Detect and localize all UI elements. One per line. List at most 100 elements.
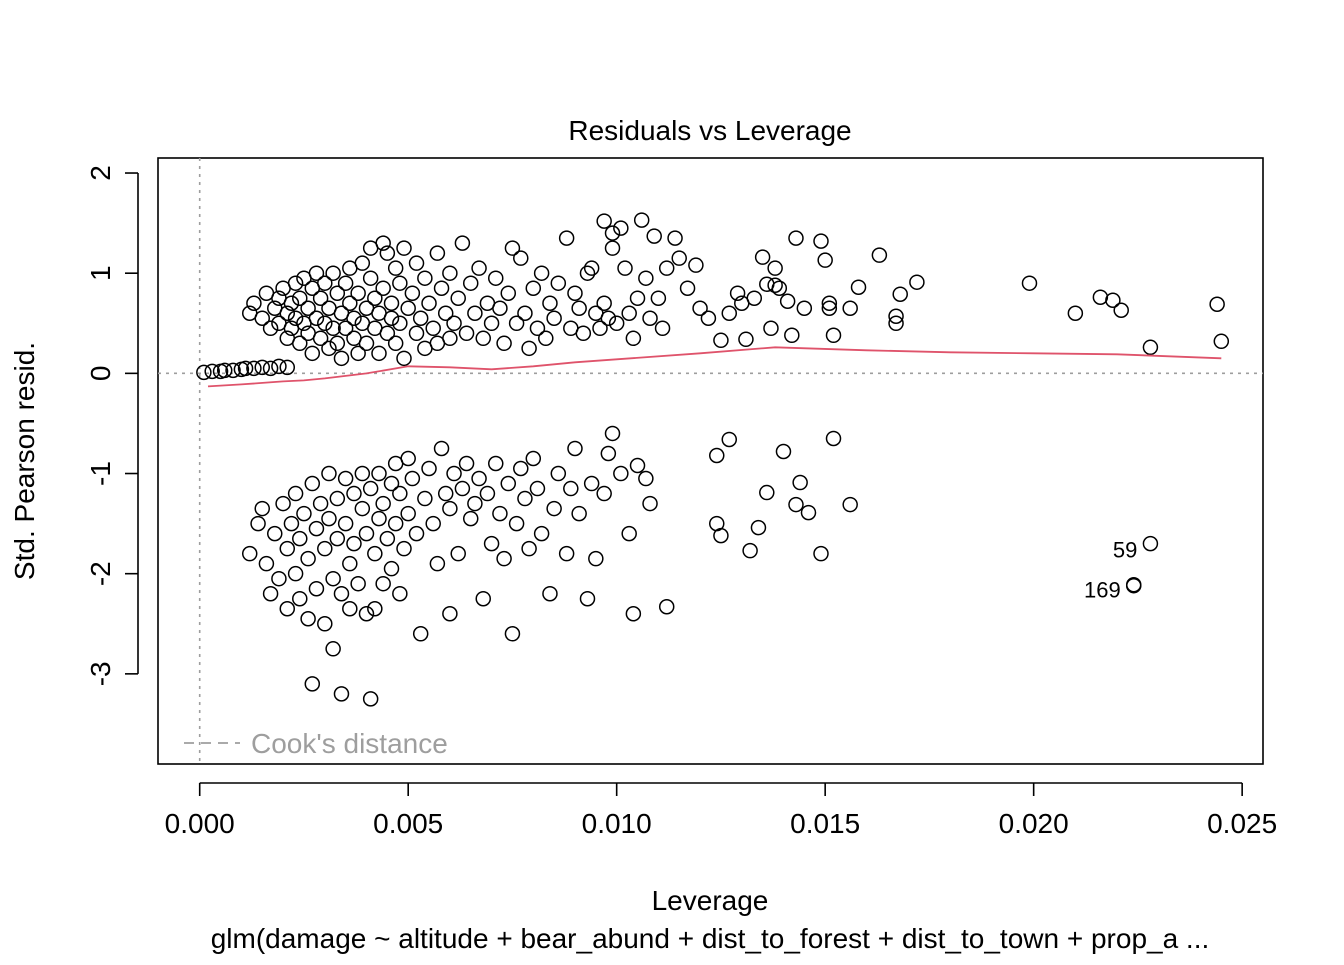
data-point xyxy=(763,320,779,337)
data-point xyxy=(817,252,833,268)
data-point xyxy=(871,247,888,263)
data-point xyxy=(304,475,321,492)
data-point xyxy=(775,443,792,460)
data-point xyxy=(287,565,304,582)
data-point xyxy=(454,480,471,497)
data-point xyxy=(241,545,258,562)
data-point xyxy=(225,362,241,379)
data-point xyxy=(813,233,829,249)
data-point xyxy=(292,335,308,352)
data-point xyxy=(346,310,362,327)
x-tick-label: 0.020 xyxy=(999,808,1069,839)
data-point xyxy=(604,225,621,241)
data-point xyxy=(392,315,408,332)
data-point xyxy=(383,475,400,492)
data-point xyxy=(279,600,296,617)
data-point xyxy=(746,290,763,306)
data-point xyxy=(813,545,829,562)
chart-title: Residuals vs Leverage xyxy=(568,115,851,146)
data-point xyxy=(254,359,270,376)
data-point xyxy=(458,325,475,342)
x-axis: 0.000 0.005 0.010 0.015 0.020 0.025 xyxy=(165,782,1277,839)
data-point xyxy=(379,245,396,261)
data-point xyxy=(909,274,925,290)
data-point xyxy=(308,310,325,327)
data-point xyxy=(329,285,346,301)
data-point xyxy=(337,275,354,291)
legend-label: Cook's distance xyxy=(251,728,448,759)
data-point xyxy=(358,335,375,352)
data-point xyxy=(596,295,612,311)
data-point xyxy=(304,676,321,692)
data-point xyxy=(596,213,612,229)
data-point xyxy=(237,360,254,377)
data-point xyxy=(271,570,287,587)
data-point xyxy=(529,320,546,337)
data-point xyxy=(292,290,308,306)
data-point xyxy=(392,585,408,602)
data-point xyxy=(279,359,296,376)
data-point xyxy=(279,540,296,557)
data-point xyxy=(575,325,592,342)
data-point xyxy=(421,460,437,477)
data-point xyxy=(788,496,804,513)
data-point xyxy=(542,585,558,602)
data-point xyxy=(583,260,600,276)
data-point xyxy=(321,340,337,357)
data-point xyxy=(358,606,375,622)
data-point xyxy=(788,230,804,246)
data-point xyxy=(759,484,775,501)
data-point xyxy=(450,545,466,562)
data-point xyxy=(462,275,479,291)
data-point xyxy=(371,465,387,482)
data-point xyxy=(300,611,316,627)
data-point xyxy=(267,525,283,542)
data-point xyxy=(821,295,838,311)
y-tick-label: 2 xyxy=(85,165,116,181)
data-point xyxy=(375,495,391,512)
data-point xyxy=(346,485,362,502)
data-point xyxy=(508,315,525,332)
data-point xyxy=(500,285,517,301)
data-point xyxy=(362,480,379,497)
data-point xyxy=(483,315,500,332)
data-point xyxy=(579,265,596,281)
data-point xyxy=(850,279,867,295)
reference-lines xyxy=(158,158,1263,764)
data-point xyxy=(350,575,366,592)
data-point xyxy=(258,555,275,572)
data-point xyxy=(471,470,487,487)
data-point xyxy=(417,490,433,507)
data-point xyxy=(321,510,337,527)
data-point xyxy=(667,230,683,246)
data-point xyxy=(362,691,379,707)
smoothed-trend-line xyxy=(207,346,1222,388)
point-label: 59 xyxy=(1113,538,1137,563)
data-point xyxy=(254,500,270,517)
data-point xyxy=(546,310,562,327)
data-point xyxy=(521,540,537,557)
data-point xyxy=(337,515,354,532)
data-point xyxy=(279,305,296,322)
data-point xyxy=(250,515,266,532)
data-point xyxy=(287,310,304,327)
data-point xyxy=(433,440,450,457)
data-point xyxy=(604,240,621,256)
data-point xyxy=(300,300,316,316)
data-point xyxy=(642,495,658,512)
data-point xyxy=(433,280,450,296)
data-point xyxy=(262,360,279,377)
data-point xyxy=(254,310,270,327)
data-point xyxy=(1142,535,1159,552)
data-point xyxy=(367,290,383,306)
data-point xyxy=(638,270,654,286)
data-point xyxy=(333,585,350,602)
data-point xyxy=(271,358,287,375)
data-point xyxy=(429,245,446,261)
data-point xyxy=(412,310,429,327)
data-point xyxy=(521,340,537,357)
data-point xyxy=(283,295,300,311)
data-point xyxy=(550,275,567,291)
data-point xyxy=(488,455,504,472)
data-point xyxy=(379,325,396,342)
